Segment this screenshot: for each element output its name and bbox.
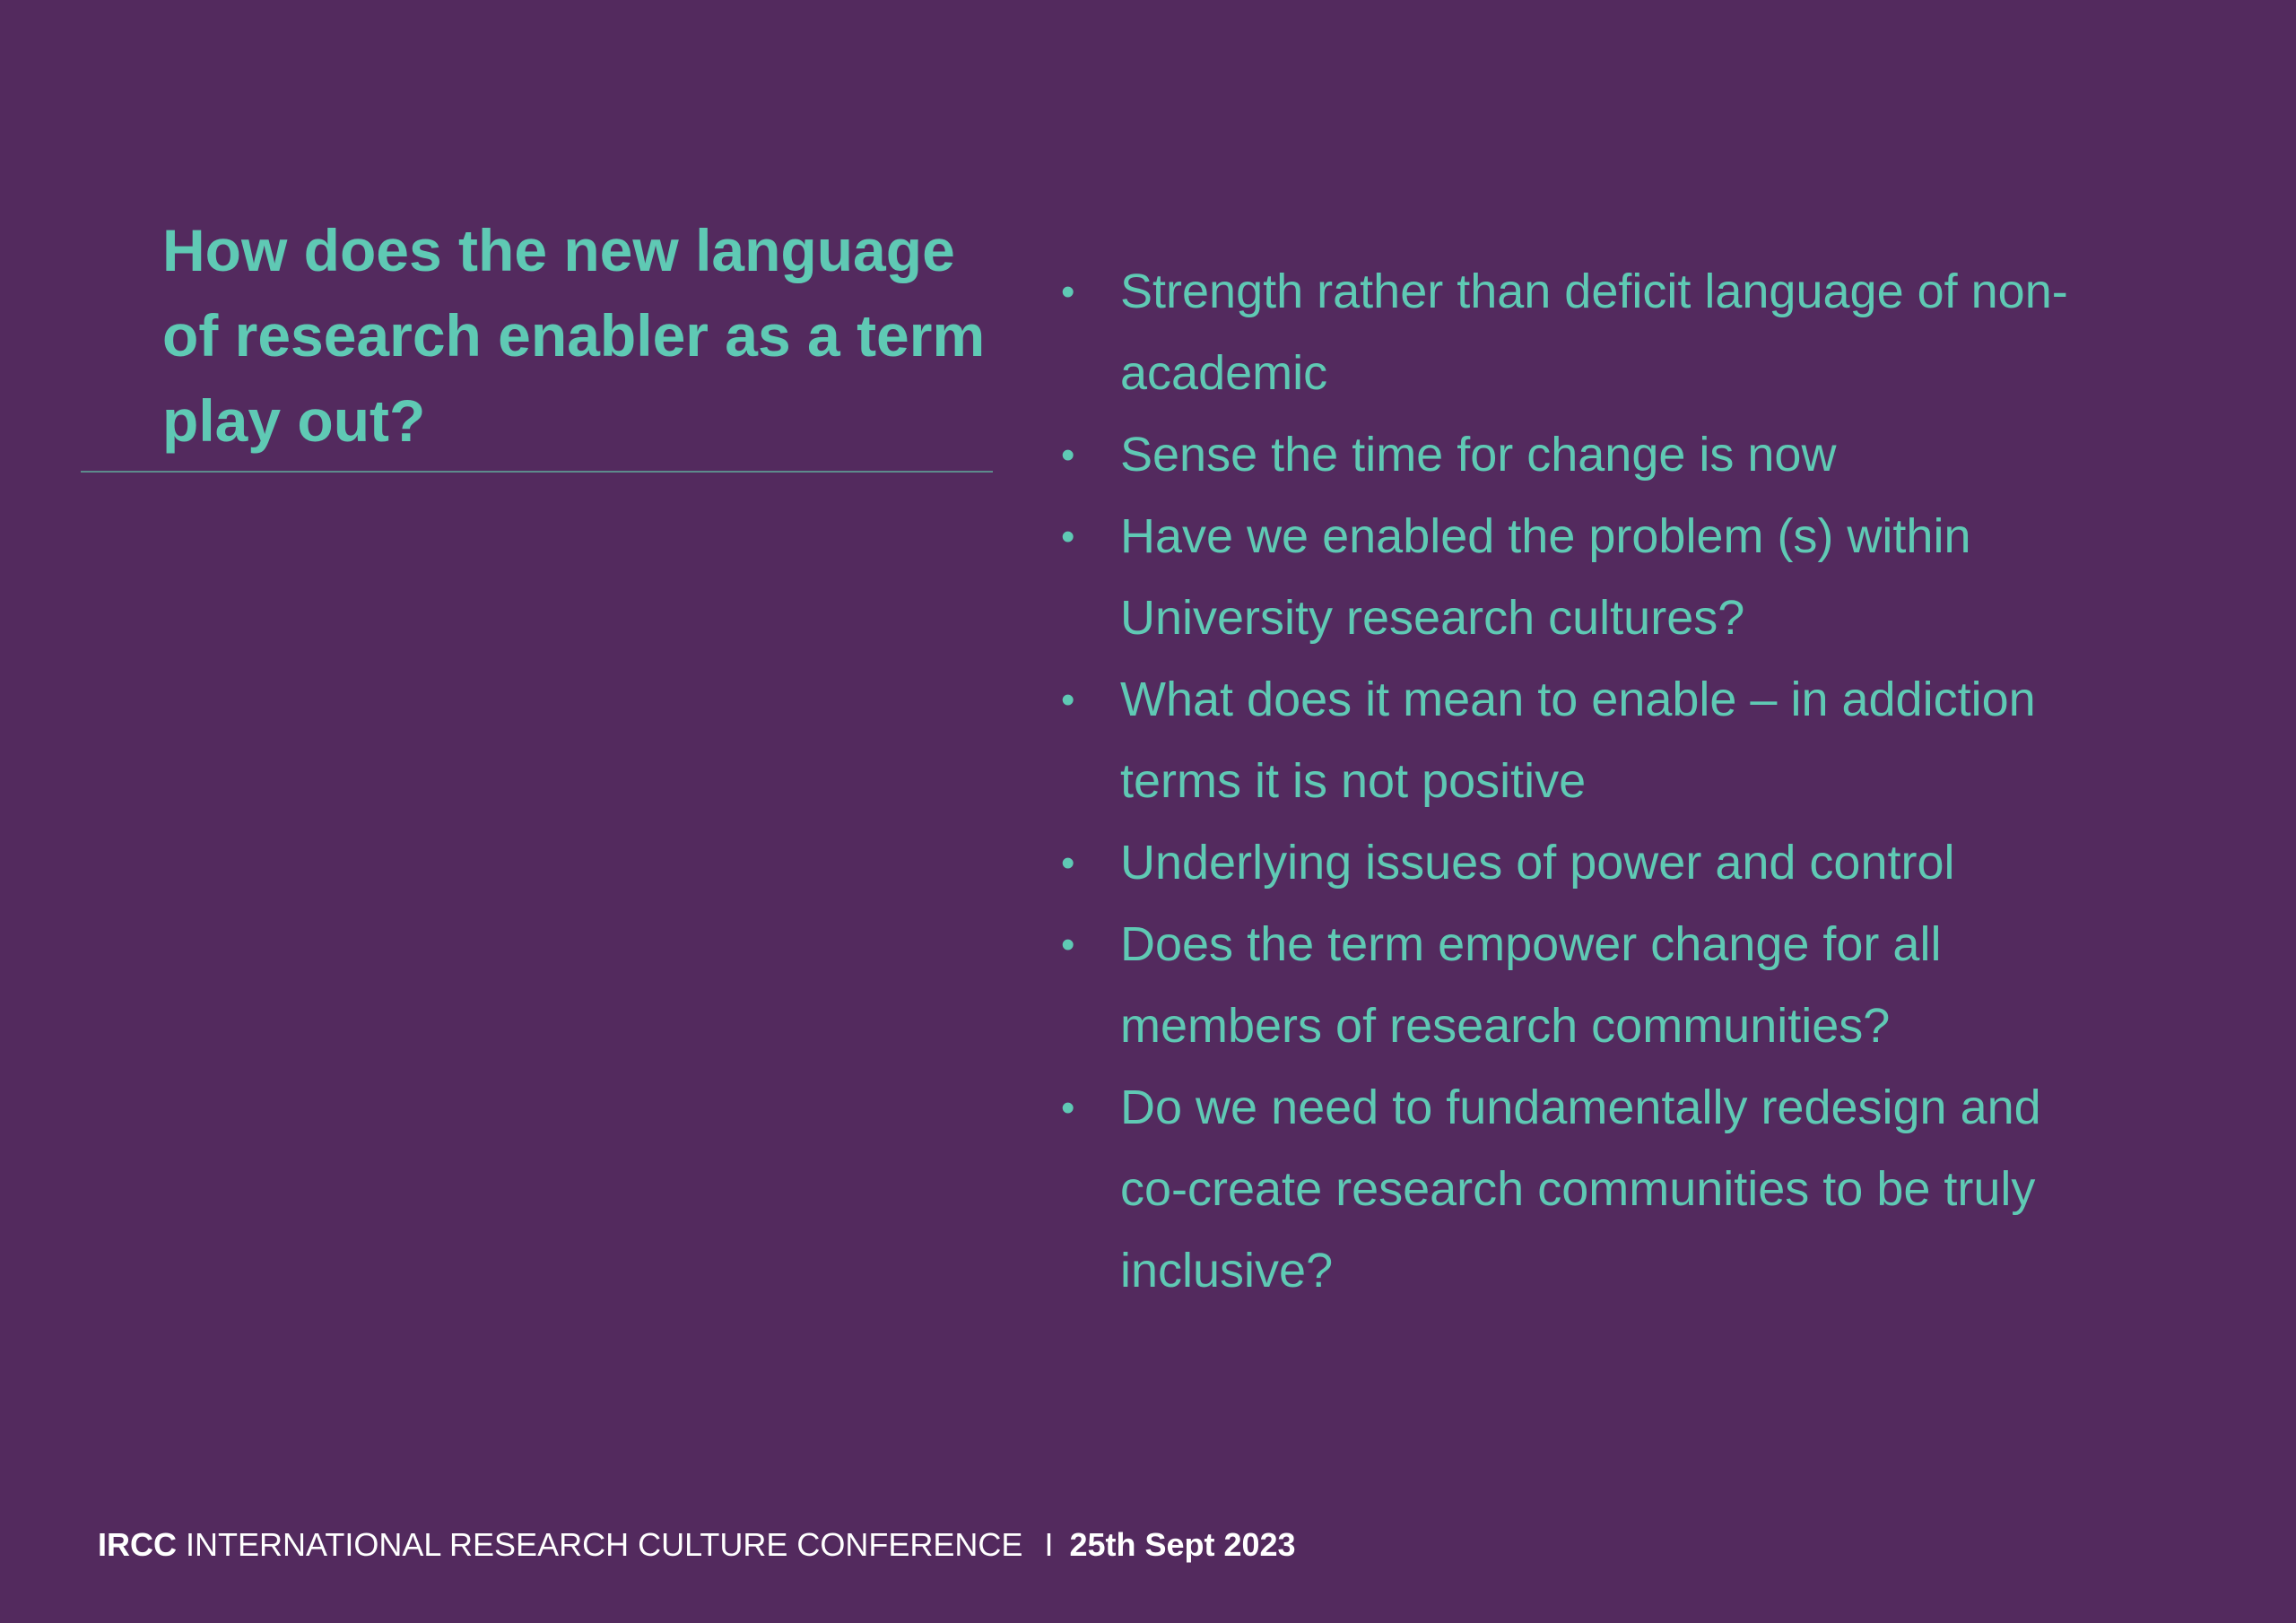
footer-separator: I: [1044, 1526, 1054, 1563]
footer: IRCC INTERNATIONAL RESEARCH CULTURE CONFE…: [98, 1526, 1305, 1564]
bullet-item: Have we enabled the problem (s) within U…: [1061, 496, 2116, 659]
divider-line: [81, 471, 993, 473]
slide-title: How does the new language of research en…: [162, 217, 986, 454]
bullet-item: Do we need to fundamentally redesign and…: [1061, 1067, 2116, 1312]
footer-acronym: IRCC: [98, 1526, 177, 1563]
bullet-list: Strength rather than deficit language of…: [1061, 251, 2116, 1312]
bullet-item: Strength rather than deficit language of…: [1061, 251, 2116, 414]
footer-date: 25th Sept 2023: [1069, 1526, 1296, 1563]
bullet-item: Underlying issues of power and control: [1061, 822, 2116, 904]
bullet-item: Sense the time for change is now: [1061, 414, 2116, 496]
footer-conference-name: INTERNATIONAL RESEARCH CULTURE CONFERENC…: [186, 1526, 1023, 1563]
bullet-item: What does it mean to enable – in addicti…: [1061, 659, 2116, 822]
bullet-item: Does the term empower change for all mem…: [1061, 904, 2116, 1067]
